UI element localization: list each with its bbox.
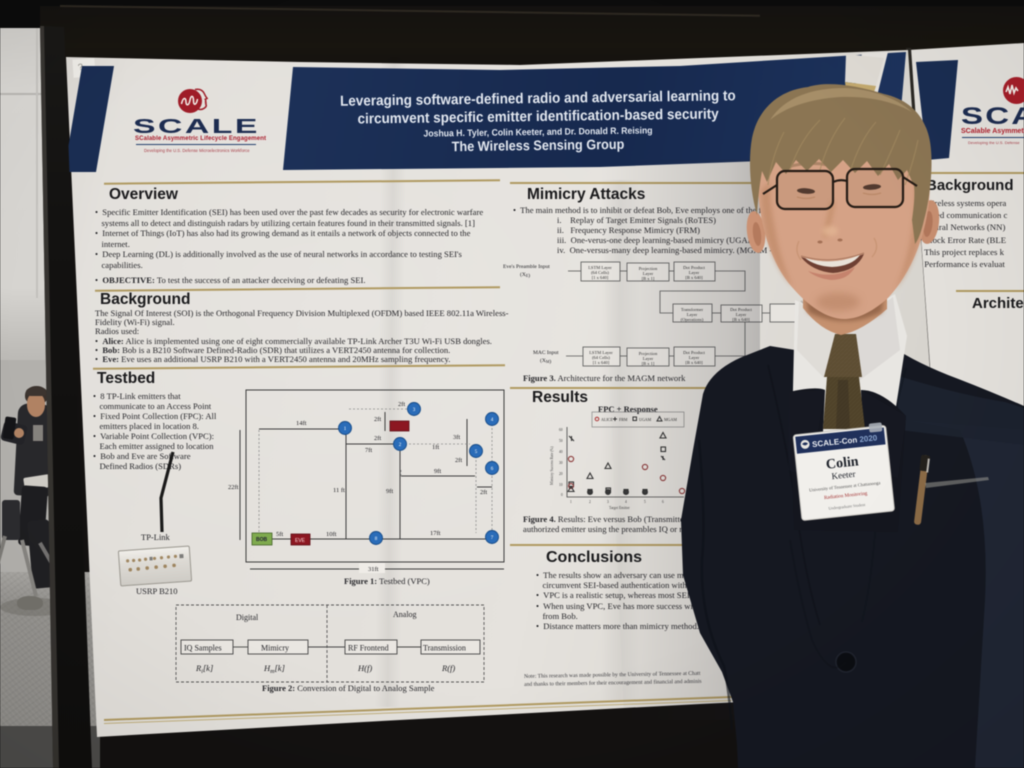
svg-text:[1 x 640]: [1 x 640] (593, 360, 610, 365)
svg-text:Transformer: Transformer (681, 307, 704, 312)
svg-text:H(f): H(f) (357, 663, 372, 673)
svg-text:10ft: 10ft (326, 531, 337, 538)
svg-text:9ft: 9ft (386, 488, 393, 495)
svg-text:RF Frontend: RF Frontend (348, 644, 389, 653)
svg-text:20: 20 (559, 472, 563, 476)
svg-text:10: 10 (559, 483, 563, 487)
svg-text:31ft: 31ft (368, 566, 379, 573)
svg-text:7: 7 (491, 536, 494, 541)
svg-text:Eve's Preamble Input: Eve's Preamble Input (503, 264, 550, 270)
svg-text:6: 6 (491, 467, 494, 472)
svg-text:[B x 640]: [B x 640] (685, 275, 703, 280)
svg-text:[B x 640]: [B x 640] (685, 360, 703, 365)
svg-text:2: 2 (399, 443, 402, 448)
svg-text:Layer: Layer (687, 312, 698, 317)
svg-text:9ft: 9ft (434, 468, 441, 475)
svg-text:[B x 640]: [B x 640] (732, 317, 750, 322)
svg-text:5: 5 (644, 500, 646, 504)
svg-text:ALICE: ALICE (601, 417, 613, 422)
svg-text:Target Emitter: Target Emitter (609, 506, 631, 510)
svg-text:Analog: Analog (393, 610, 417, 619)
svg-text:IQ Samples: IQ Samples (184, 644, 222, 653)
svg-text:1: 1 (570, 500, 572, 504)
svg-text:2ft: 2ft (374, 435, 381, 442)
svg-text:Radiation Monitoring: Radiation Monitoring (824, 492, 868, 502)
svg-text:Ri[k]: Ri[k] (195, 663, 213, 675)
svg-text:22ft: 22ft (228, 484, 239, 491)
svg-text:Dot Product: Dot Product (730, 307, 753, 312)
svg-text:Layer: Layer (689, 270, 700, 275)
svg-text:8: 8 (375, 537, 378, 542)
svg-text:30: 30 (559, 461, 563, 465)
svg-text:2ft: 2ft (374, 416, 381, 423)
svg-text:Layer: Layer (736, 312, 747, 317)
svg-text:(64 Cells): (64 Cells) (591, 270, 609, 275)
svg-text:60: 60 (559, 428, 563, 432)
svg-text:11 ft: 11 ft (333, 487, 345, 494)
svg-text:4: 4 (625, 500, 627, 504)
svg-text:5: 5 (475, 450, 478, 455)
svg-text:0: 0 (561, 493, 563, 497)
svg-text:[B x 1]: [B x 1] (642, 276, 655, 281)
svg-text:5ft: 5ft (276, 531, 283, 538)
svg-text:Keeter: Keeter (831, 469, 856, 481)
svg-text:3ft: 3ft (453, 434, 460, 441)
svg-text:Dot Product: Dot Product (683, 350, 706, 355)
svg-text:Layer: Layer (643, 271, 654, 276)
svg-text:Mimicry: Mimicry (261, 644, 289, 653)
svg-text:Colin: Colin (825, 454, 859, 472)
svg-text:Layer: Layer (643, 356, 654, 361)
svg-text:4: 4 (491, 418, 494, 423)
svg-text:50: 50 (559, 439, 563, 443)
svg-text:14ft: 14ft (296, 420, 307, 427)
svg-text:UGAM: UGAM (639, 417, 652, 422)
svg-text:LSTM Layer: LSTM Layer (588, 265, 612, 270)
svg-text:BOB: BOB (256, 537, 268, 543)
svg-text:EVE: EVE (295, 538, 306, 544)
svg-text:1: 1 (344, 427, 347, 432)
svg-text:3: 3 (413, 408, 416, 413)
svg-text:2: 2 (589, 500, 591, 504)
svg-text:R(f): R(f) (441, 663, 455, 673)
svg-text:40: 40 (559, 450, 563, 454)
svg-text:Undergraduate Student: Undergraduate Student (828, 502, 866, 511)
svg-text:Transmission: Transmission (423, 644, 466, 653)
svg-text:(XE): (XE) (520, 271, 530, 279)
svg-text:3: 3 (607, 500, 609, 504)
svg-text:LSTM Layer: LSTM Layer (589, 350, 613, 355)
svg-text:Layer: Layer (689, 355, 700, 360)
svg-text:Hm[k]: Hm[k] (263, 663, 285, 675)
svg-text:Projection: Projection (639, 266, 658, 271)
svg-text:2ft: 2ft (480, 489, 487, 496)
svg-text:2ft: 2ft (398, 401, 405, 408)
svg-text:(64 Cells): (64 Cells) (592, 355, 610, 360)
svg-text:2ft: 2ft (455, 457, 462, 464)
svg-text:MGAM: MGAM (664, 417, 677, 422)
svg-text:[B x 1]: [B x 1] (642, 361, 655, 366)
svg-text:(XM): (XM) (540, 357, 551, 365)
svg-text:FRM: FRM (619, 417, 628, 422)
svg-text:[1 x 640]: [1 x 640] (592, 275, 609, 280)
svg-text:MAC Input: MAC Input (533, 350, 559, 356)
svg-text:Dot Product: Dot Product (683, 265, 706, 270)
svg-text:7ft: 7ft (365, 447, 372, 454)
svg-text:(Operations): (Operations) (681, 317, 704, 322)
svg-text:6: 6 (662, 500, 664, 504)
svg-text:Mimicry Success Rate (%): Mimicry Success Rate (%) (550, 446, 554, 485)
svg-text:17ft: 17ft (430, 530, 441, 537)
svg-text:Digital: Digital (236, 613, 259, 622)
svg-text:1ft: 1ft (432, 444, 439, 451)
svg-text:Projection: Projection (639, 351, 658, 356)
